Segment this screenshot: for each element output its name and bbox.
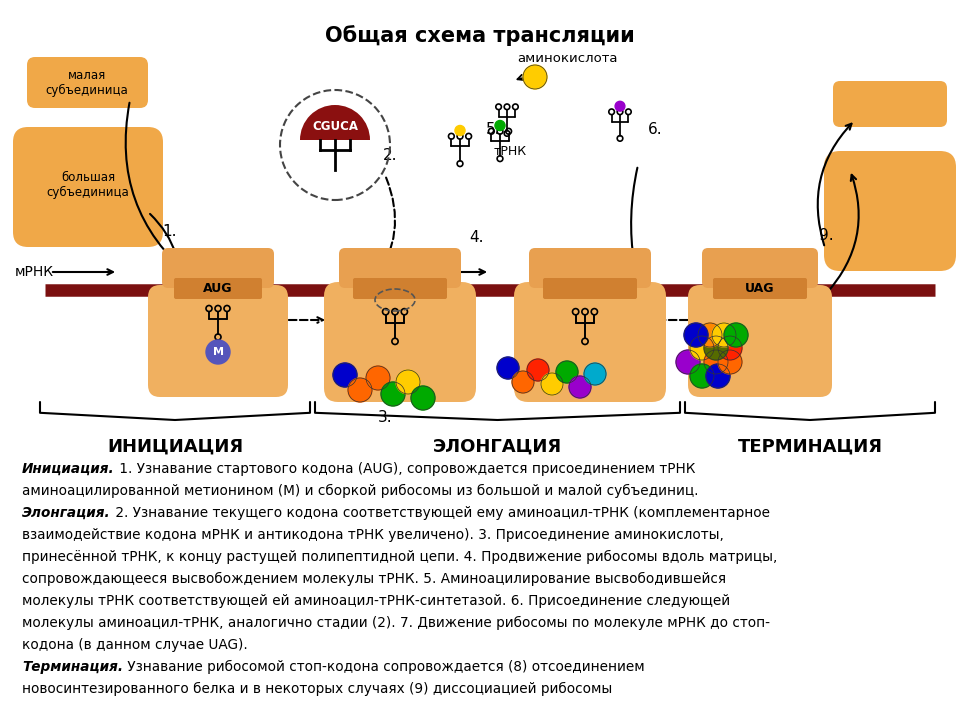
Circle shape [497, 357, 519, 379]
Circle shape [712, 323, 736, 347]
Circle shape [366, 366, 390, 390]
FancyBboxPatch shape [339, 248, 461, 288]
Circle shape [455, 125, 465, 135]
Text: ИНИЦИАЦИЯ: ИНИЦИАЦИЯ [107, 438, 243, 456]
FancyBboxPatch shape [713, 278, 807, 299]
Circle shape [333, 363, 357, 387]
Circle shape [706, 364, 730, 388]
Circle shape [512, 371, 534, 393]
Text: тРНК: тРНК [493, 145, 527, 158]
FancyBboxPatch shape [688, 285, 832, 397]
Text: 7.: 7. [653, 307, 667, 323]
Text: принесённой тРНК, к концу растущей полипептидной цепи. 4. Продвижение рибосомы в: принесённой тРНК, к концу растущей полип… [22, 550, 778, 564]
Circle shape [523, 65, 547, 89]
Text: 3.: 3. [377, 410, 393, 426]
Circle shape [206, 340, 230, 364]
Circle shape [704, 350, 728, 374]
FancyBboxPatch shape [833, 81, 947, 127]
Text: 1. Узнавание стартового кодона (AUG), сопровождается присоединением тРНК: 1. Узнавание стартового кодона (AUG), со… [114, 462, 695, 476]
Text: M: M [212, 347, 224, 357]
Text: молекулы аминоацил-тРНК, аналогично стадии (2). 7. Движение рибосомы по молекуле: молекулы аминоацил-тРНК, аналогично стад… [22, 616, 770, 630]
Text: кодона (в данном случае UAG).: кодона (в данном случае UAG). [22, 638, 248, 652]
FancyBboxPatch shape [824, 151, 956, 271]
Circle shape [690, 364, 714, 388]
FancyBboxPatch shape [702, 248, 818, 288]
Text: мРНК: мРНК [15, 265, 54, 279]
FancyBboxPatch shape [324, 282, 476, 402]
Circle shape [718, 350, 742, 374]
FancyBboxPatch shape [162, 248, 274, 288]
Text: AUG: AUG [204, 282, 232, 295]
Circle shape [704, 336, 728, 360]
Text: аминоацилированной метионином (М) и сборкой рибосомы из большой и малой субъедин: аминоацилированной метионином (М) и сбор… [22, 484, 699, 498]
FancyBboxPatch shape [27, 57, 148, 108]
Text: CGUCA: CGUCA [312, 120, 358, 133]
Text: 9.: 9. [819, 228, 833, 243]
Circle shape [698, 323, 722, 347]
Circle shape [396, 370, 420, 394]
FancyBboxPatch shape [543, 278, 637, 299]
Text: молекулы тРНК соответствующей ей аминоацил-тРНК-синтетазой. 6. Присоединение сле: молекулы тРНК соответствующей ей аминоац… [22, 594, 731, 608]
FancyBboxPatch shape [514, 282, 666, 402]
Text: 2. Узнавание текущего кодона соответствующей ему аминоацил-тРНК (комплементарное: 2. Узнавание текущего кодона соответству… [110, 506, 770, 520]
Circle shape [556, 361, 578, 383]
Text: 8.: 8. [750, 312, 764, 328]
Text: взаимодействие кодона мРНК и антикодона тРНК увеличено). 3. Присоединение аминок: взаимодействие кодона мРНК и антикодона … [22, 528, 724, 542]
Text: Узнавание рибосомой стоп-кодона сопровождается (8) отсоединением: Узнавание рибосомой стоп-кодона сопровож… [123, 660, 644, 674]
FancyBboxPatch shape [353, 278, 447, 299]
Circle shape [527, 359, 549, 381]
Circle shape [584, 363, 606, 385]
Circle shape [348, 378, 372, 402]
FancyBboxPatch shape [529, 248, 651, 288]
Wedge shape [300, 105, 370, 140]
Text: аминокислота: аминокислота [517, 52, 618, 65]
Text: малая
субъединица: малая субъединица [46, 69, 129, 97]
Circle shape [411, 386, 435, 410]
Circle shape [569, 376, 591, 398]
Text: Инициация.: Инициация. [22, 462, 114, 476]
Text: сопровождающееся высвобождением молекулы тРНК. 5. Аминоацилирование высвободивше: сопровождающееся высвобождением молекулы… [22, 572, 726, 586]
Text: ЭЛОНГАЦИЯ: ЭЛОНГАЦИЯ [432, 438, 562, 456]
Circle shape [676, 350, 700, 374]
Circle shape [684, 323, 708, 347]
Text: Общая схема трансляции: Общая схема трансляции [325, 25, 635, 46]
Text: Терминация.: Терминация. [22, 660, 123, 674]
Circle shape [724, 323, 748, 347]
Text: 4.: 4. [468, 230, 483, 246]
FancyBboxPatch shape [148, 285, 288, 397]
Text: 2.: 2. [383, 148, 397, 163]
FancyBboxPatch shape [13, 127, 163, 247]
Text: 5.: 5. [486, 122, 500, 138]
Circle shape [381, 382, 405, 406]
Text: большая
субъединица: большая субъединица [47, 171, 130, 199]
Text: ТЕРМИНАЦИЯ: ТЕРМИНАЦИЯ [737, 438, 882, 456]
Text: UAG: UAG [745, 282, 775, 295]
Circle shape [690, 336, 714, 360]
Text: 1.: 1. [163, 225, 178, 240]
Circle shape [495, 120, 505, 130]
Circle shape [718, 336, 742, 360]
FancyBboxPatch shape [174, 278, 262, 299]
Text: Элонгация.: Элонгация. [22, 506, 110, 520]
Circle shape [615, 102, 625, 111]
Text: новосинтезированного белка и в некоторых случаях (9) диссоциацией рибосомы: новосинтезированного белка и в некоторых… [22, 682, 612, 696]
Text: 6.: 6. [648, 122, 662, 138]
Circle shape [541, 373, 563, 395]
